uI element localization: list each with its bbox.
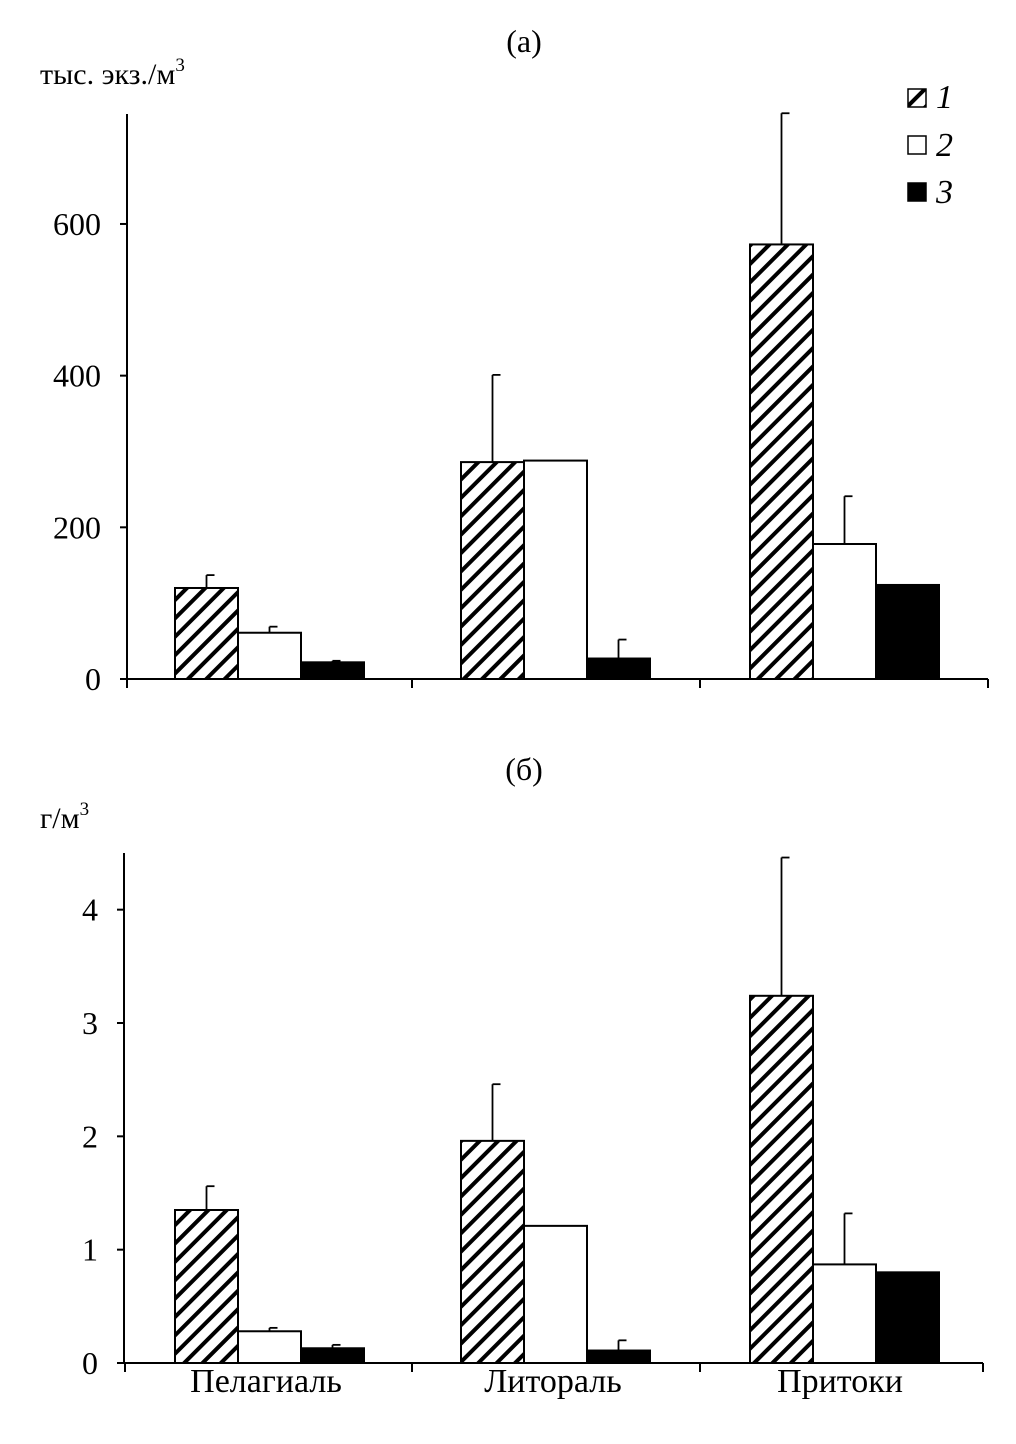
panel-b-bar-s2-c2 <box>523 1224 588 1365</box>
panel-a-label: (а) <box>506 23 542 59</box>
legend-swatch-2 <box>907 135 927 155</box>
panel-b-y-tick-label: 0 <box>82 1345 98 1381</box>
panel-b-y-tick-label: 2 <box>82 1118 98 1154</box>
legend: 1 2 3 <box>907 79 953 211</box>
panel-a-bar-s2-c1 <box>237 631 302 681</box>
panel-b-y-tick-label: 4 <box>82 892 98 928</box>
panel-a-bar-s1-c1 <box>174 586 239 680</box>
panel-a-bar-s3-c2 <box>586 657 651 681</box>
panel-b-bar-s2-c1 <box>237 1330 302 1365</box>
panel-b-plot: 0 1 2 3 4 <box>82 853 984 1381</box>
panel-b-bar-s1-c3 <box>749 994 814 1364</box>
panel-a-y-tick-label: 0 <box>85 661 101 697</box>
panel-b-bar-s3-c2 <box>586 1349 651 1364</box>
legend-label-1: 1 <box>936 79 953 116</box>
panel-b-bar-s1-c2 <box>460 1139 525 1365</box>
panel-a-y-tick-label: 600 <box>53 206 101 242</box>
panel-a-y-tick-label: 400 <box>53 358 101 394</box>
legend-label-2: 2 <box>936 127 953 164</box>
category-label-litoral: Литораль <box>484 1363 622 1400</box>
panel-b-ylabel: г/м3 <box>40 799 89 835</box>
panel-a-bar-s1-c2 <box>460 461 525 680</box>
panel-b-bar-s2-c3 <box>812 1263 877 1365</box>
legend-swatch-3 <box>907 182 927 202</box>
panel-a-plot: 0 200 400 600 <box>53 112 989 697</box>
panel-b-y-tick-label: 3 <box>82 1005 98 1041</box>
panel-a-ylabel-sup: 3 <box>175 55 185 76</box>
panel-b-y-tick-label: 1 <box>82 1232 98 1268</box>
panel-a-y-tick-label: 200 <box>53 509 101 545</box>
panel-b-label: (б) <box>505 751 543 787</box>
panel-a-bar-s3-c1 <box>300 661 365 680</box>
legend-label-3: 3 <box>935 174 953 211</box>
panel-a-bar-s2-c3 <box>812 543 877 680</box>
legend-swatch-1 <box>907 88 927 108</box>
panel-b-ylabel-sup: 3 <box>80 799 90 820</box>
panel-b-bar-s3-c1 <box>300 1347 365 1365</box>
panel-a-ylabel-text: тыс. экз./м <box>40 58 175 91</box>
panel-a-bar-s3-c3 <box>875 583 940 680</box>
panel-a-bar-s1-c3 <box>749 243 814 680</box>
panel-b-bar-s3-c3 <box>875 1271 940 1365</box>
panel-b-bar-s1-c1 <box>174 1209 239 1364</box>
category-label-pelagial: Пелагиаль <box>190 1363 342 1400</box>
panel-a-ylabel: тыс. экз./м3 <box>40 55 185 91</box>
panel-a-bar-s2-c2 <box>523 459 588 680</box>
category-label-pritoki: Притоки <box>777 1363 903 1400</box>
panel-b-ylabel-text: г/м <box>40 802 80 835</box>
